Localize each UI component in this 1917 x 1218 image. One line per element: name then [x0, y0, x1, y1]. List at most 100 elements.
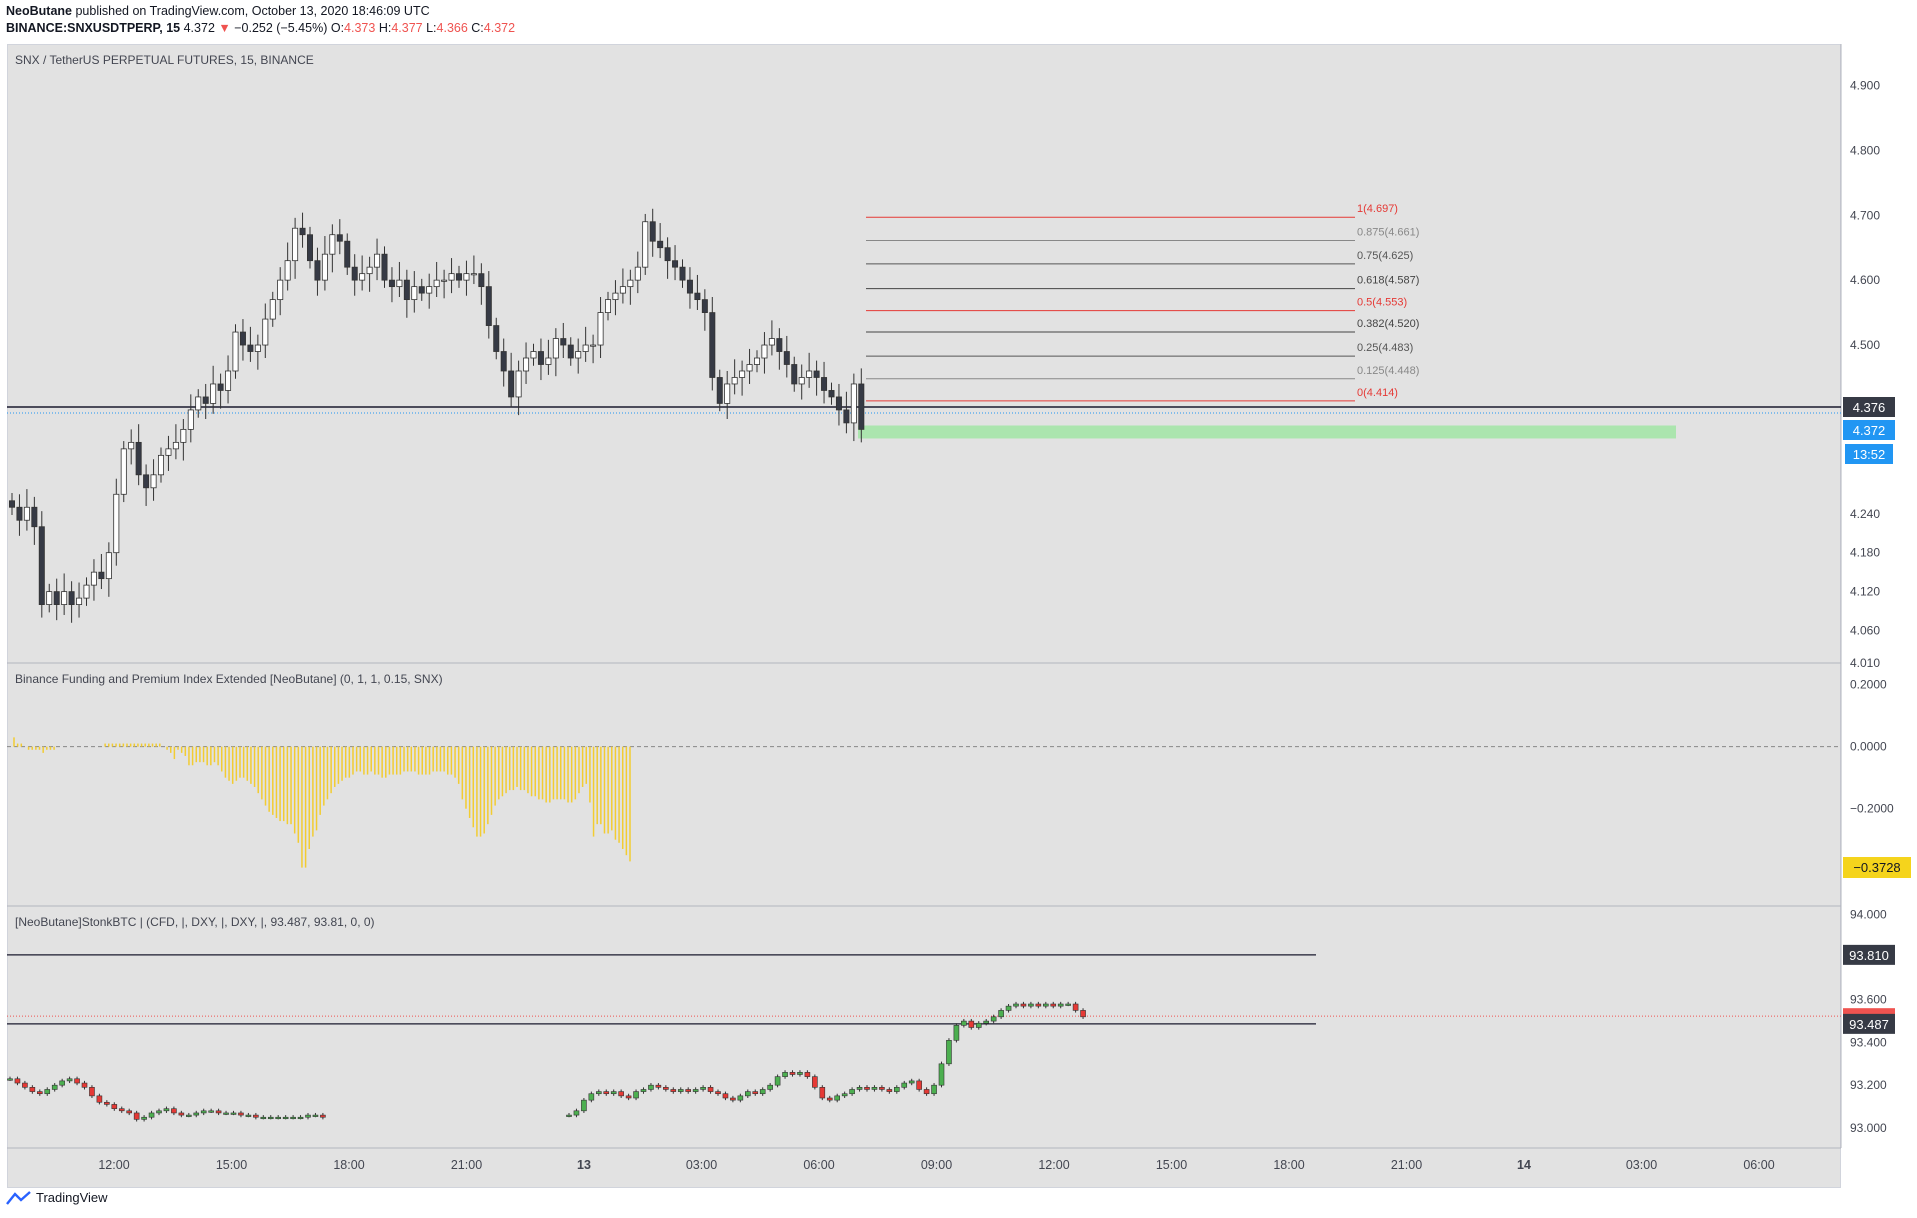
stonk-bar	[648, 1084, 654, 1090]
stonk-bar	[223, 1112, 229, 1115]
candle-body	[195, 396, 202, 411]
candle-body	[552, 338, 559, 359]
author-name[interactable]: NeoButane	[6, 4, 72, 18]
stonk-bar	[7, 1078, 13, 1081]
candle-body	[672, 260, 679, 268]
candle-body	[768, 338, 775, 346]
close-label: C:	[471, 21, 484, 35]
stonk-bar	[290, 1116, 296, 1120]
stonk-bar	[767, 1084, 773, 1090]
down-arrow-icon: ▼	[218, 21, 231, 35]
stonk-bar	[1043, 1003, 1049, 1007]
stonk-bar	[74, 1078, 80, 1084]
candle-body	[46, 591, 53, 605]
stonk-bar	[282, 1116, 289, 1120]
stonk-bar	[610, 1091, 617, 1095]
last-price-label-text: 4.372	[1853, 423, 1886, 438]
candle-body	[292, 227, 299, 262]
stonk-bars	[7, 954, 1841, 1122]
price-tick-label: 4.240	[1850, 507, 1880, 521]
last-price-label-box	[1843, 420, 1895, 440]
fib-level-label: 0.382(4.520)	[1357, 318, 1419, 330]
time-tick-label: 03:00	[1626, 1158, 1657, 1172]
symbol-label: BINANCE:SNXUSDTPERP, 15	[6, 21, 181, 35]
stonk-bar	[267, 1116, 274, 1120]
stonk-bar	[595, 1091, 602, 1095]
candle-body	[299, 227, 306, 236]
time-tick-label: 21:00	[1391, 1158, 1422, 1172]
candle-body	[597, 312, 604, 346]
fib-retracement[interactable]: 1(4.697) 0.875(4.661) 0.75(4.625) 0.618(4.5…	[866, 203, 1419, 402]
candle-body	[366, 266, 373, 275]
stonk-bar	[573, 1110, 580, 1116]
stonk-bar	[975, 1022, 982, 1028]
stonk-bar	[163, 1108, 170, 1112]
time-tick-label: 03:00	[686, 1158, 717, 1172]
fib-level-label: 0(4.414)	[1357, 387, 1398, 399]
funding-bars	[7, 737, 1841, 868]
stonk-bar	[14, 1078, 21, 1084]
footer-brand[interactable]: TradingView	[6, 1190, 108, 1205]
candle-body	[225, 370, 232, 391]
pane3-title: [NeoButane]StonkBTC | (CFD, |, DXY, |, D…	[15, 915, 375, 929]
candle-body	[98, 571, 105, 580]
stonk-high-label-text: 93.810	[1849, 948, 1889, 963]
stonk-bar	[22, 1082, 28, 1088]
stonk-bar	[812, 1076, 818, 1088]
stonk-bar	[730, 1097, 736, 1101]
stonk-bar	[312, 1114, 319, 1117]
fib-level-label: 0.75(4.625)	[1357, 250, 1413, 262]
candle-body	[560, 338, 567, 346]
support-zone[interactable]	[858, 425, 1676, 439]
candle-body	[545, 357, 552, 365]
candle-body	[724, 383, 731, 404]
candle-body	[381, 253, 388, 281]
candle-body	[8, 500, 15, 508]
candle-body	[284, 260, 291, 281]
candle-body	[634, 266, 641, 281]
stonk-bar	[1020, 1003, 1027, 1007]
time-tick-label: 15:00	[1156, 1158, 1187, 1172]
candle-body	[433, 279, 440, 288]
candle-body	[612, 292, 619, 301]
candle-body	[150, 474, 157, 489]
candle-body	[709, 312, 716, 378]
stonk-bar	[1065, 1003, 1071, 1006]
stonk-bar	[819, 1087, 826, 1099]
candle-body	[157, 454, 164, 476]
stonk-bar	[663, 1087, 669, 1090]
stonk-bar	[59, 1080, 65, 1086]
stonk-bar	[581, 1099, 587, 1112]
stonk-tick-label: 93.600	[1850, 993, 1887, 1007]
candle-body	[187, 409, 194, 430]
stonk-bar	[938, 1063, 945, 1086]
candle-body	[850, 383, 857, 424]
fib-level-label: 0.875(4.661)	[1357, 227, 1419, 239]
candle-body	[269, 299, 276, 320]
time-tick-label: 21:00	[451, 1158, 482, 1172]
stonk-bar	[588, 1093, 595, 1101]
stonk-bar	[618, 1091, 624, 1097]
stonk-bar	[156, 1110, 162, 1114]
close-value: 4.372	[483, 21, 516, 35]
stonk-bar	[215, 1110, 222, 1114]
stonk-bar	[245, 1114, 252, 1117]
fib-level-label: 0.25(4.483)	[1357, 342, 1413, 354]
price-tick-label: 4.120	[1850, 585, 1880, 599]
time-tick-label: 13	[577, 1158, 591, 1172]
stonk-tick-label: 93.400	[1850, 1035, 1887, 1049]
candle-body	[403, 279, 410, 301]
fib-level-label: 1(4.697)	[1357, 203, 1398, 215]
stonk-bar	[864, 1087, 870, 1090]
candle-body	[493, 325, 500, 352]
stonk-bar	[871, 1087, 878, 1090]
countdown-box	[1845, 444, 1893, 464]
stonk-bar	[1050, 1003, 1057, 1007]
publish-line: NeoButane published on TradingView.com, …	[6, 3, 430, 19]
price-candles	[8, 208, 865, 623]
stonk-bar	[640, 1089, 647, 1092]
candle-body	[172, 441, 179, 450]
stonk-bar	[81, 1082, 88, 1088]
candle-body	[455, 273, 462, 281]
